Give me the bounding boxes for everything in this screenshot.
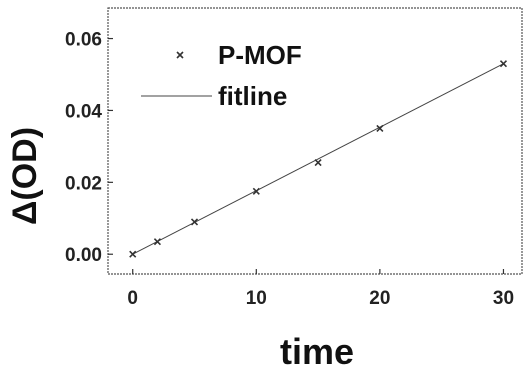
legend-marker-p-mof <box>176 51 184 59</box>
data-point-p-mof <box>190 218 199 226</box>
series-layer <box>129 60 508 258</box>
data-point-p-mof <box>153 238 161 246</box>
legend-label-fitline: fitline <box>218 81 287 111</box>
x-tick-label: 30 <box>493 288 514 309</box>
plot-frame <box>107 7 523 275</box>
y-tick-label: 0.06 <box>65 30 102 51</box>
x-axis-title: time <box>280 331 354 372</box>
x-axis: 0 10 20 30 <box>127 269 514 309</box>
data-point-p-mof <box>499 60 508 68</box>
y-tick-label: 0.02 <box>65 173 102 194</box>
y-tick-label: 0.04 <box>65 101 102 122</box>
legend-label-p-mof: P-MOF <box>218 40 302 70</box>
data-point-p-mof <box>129 250 137 258</box>
x-tick-label: 10 <box>246 288 267 309</box>
data-point-p-mof <box>376 124 384 132</box>
data-point-p-mof <box>252 187 260 195</box>
legend: P-MOF fitline <box>141 40 302 111</box>
y-axis-title: Δ(OD) <box>6 127 44 225</box>
y-tick-label: 0.00 <box>65 245 102 266</box>
x-tick-label: 0 <box>127 288 138 309</box>
series-line-fitline <box>132 63 504 255</box>
x-tick-label: 20 <box>369 288 390 309</box>
data-point-p-mof <box>314 159 322 167</box>
y-axis: 0.00 0.02 0.04 0.06 <box>65 30 113 266</box>
